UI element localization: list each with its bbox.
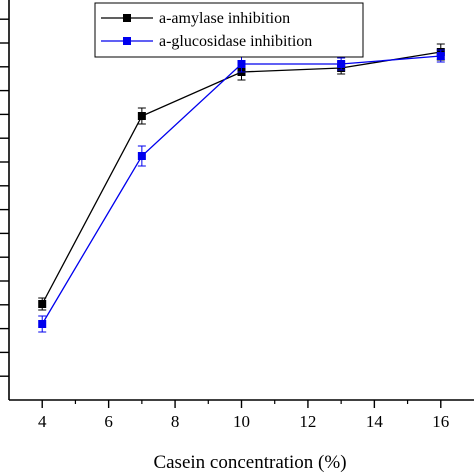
series-0 [38,43,445,311]
x-axis-title: Casein concentration (%) [153,452,346,473]
series-layer [38,43,445,333]
legend-marker-0 [123,14,131,22]
data-point-1-4 [436,52,445,60]
x-ticks: 4 6 8 10 12 14 16 [38,400,449,431]
x-tick-label-6: 6 [104,412,113,431]
x-tick-label-12: 12 [299,412,316,431]
x-tick-label-8: 8 [171,412,180,431]
data-point-1-0 [38,320,47,328]
x-tick-label-14: 14 [366,412,384,431]
series-1 [38,49,445,333]
x-tick-label-16: 16 [432,412,449,431]
data-point-1-3 [337,60,346,68]
data-point-1-1 [137,152,146,160]
legend-label-1: a-glucosidase inhibition [159,33,312,50]
legend-label-0: a-amylase inhibition [159,10,290,27]
legend-marker-1 [123,37,131,45]
legend: a-amylase inhibition a-glucosidase inhibi… [94,2,364,58]
x-tick-label-4: 4 [38,412,47,431]
data-point-0-1 [137,112,146,120]
legend-box [94,2,364,58]
plot-area: 4 6 8 10 12 14 16 [0,0,474,431]
y-ticks [0,18,9,377]
x-tick-label-10: 10 [233,412,250,431]
data-point-1-2 [237,60,246,68]
data-point-0-0 [38,300,47,308]
series-line-0 [41,51,441,305]
